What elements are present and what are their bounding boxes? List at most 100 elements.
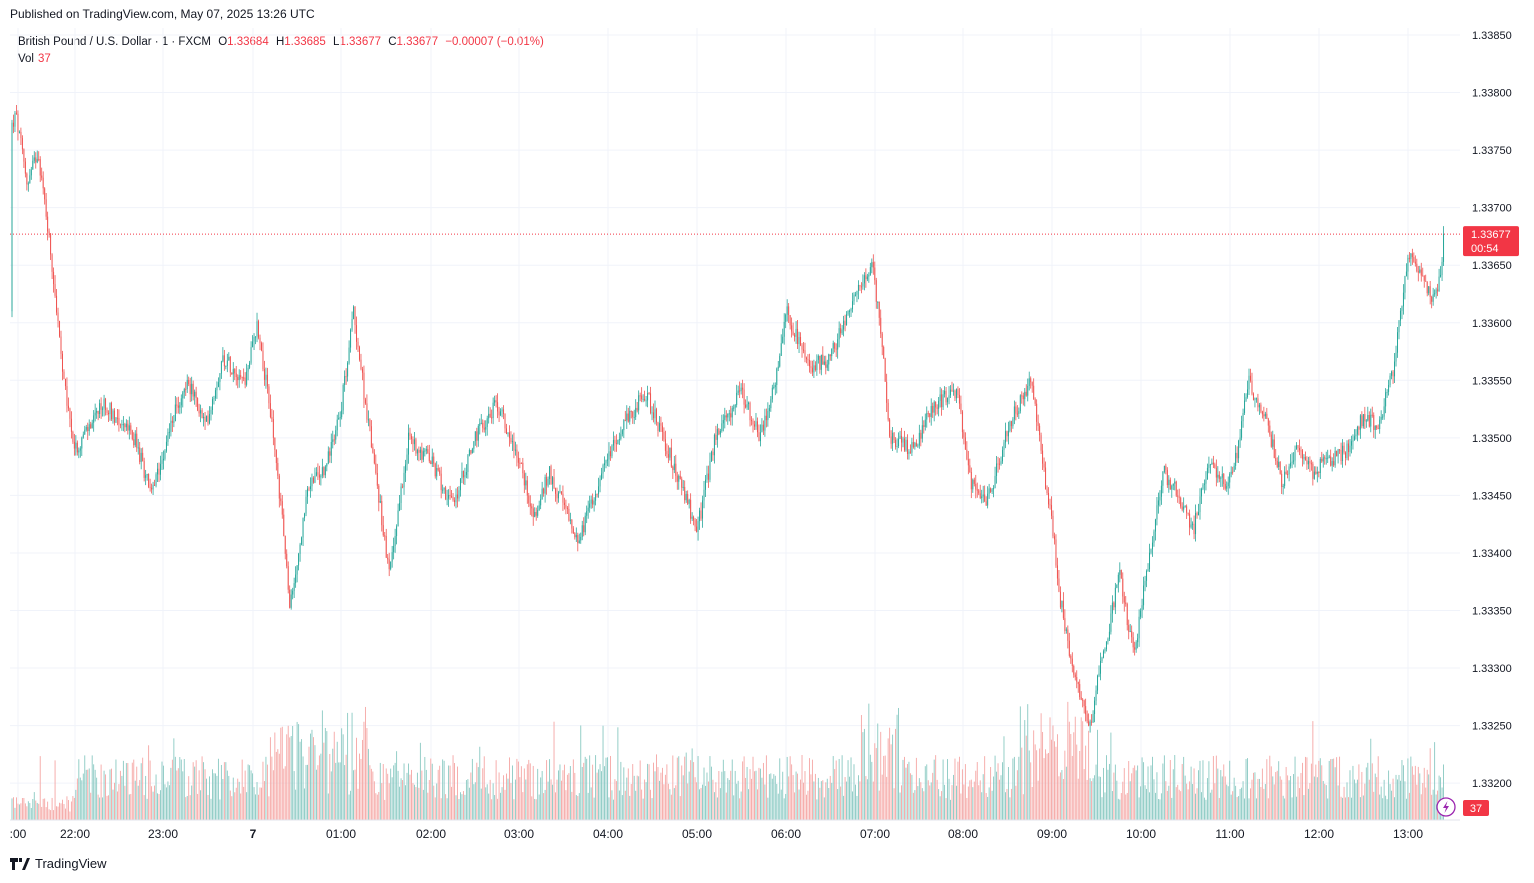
candle-body — [556, 493, 558, 499]
volume-bar — [929, 785, 931, 820]
time-tick-label: 12:00 — [1304, 827, 1334, 841]
volume-bar — [905, 767, 907, 820]
time-tick-label: 04:00 — [593, 827, 623, 841]
volume-bar — [1171, 797, 1173, 820]
candle-body — [1137, 638, 1139, 643]
candle-body — [1414, 261, 1416, 264]
candle-body — [1322, 457, 1324, 462]
volume-bar — [1422, 783, 1424, 820]
candle-body — [1007, 430, 1009, 437]
candle-body — [1257, 398, 1259, 408]
volume-bar — [1438, 775, 1440, 820]
volume-bar — [1313, 776, 1315, 820]
volume-bar — [528, 759, 530, 820]
volume-bar — [978, 785, 980, 820]
volume-bar — [33, 792, 35, 820]
volume-bar — [1303, 795, 1305, 820]
volume-bar — [615, 781, 617, 820]
candle-body — [1117, 574, 1119, 585]
candle-body — [492, 402, 494, 418]
candle-body — [584, 515, 586, 533]
candle-body — [941, 394, 943, 408]
volume-bar — [878, 790, 880, 820]
volume-bar — [338, 762, 340, 820]
candle-body — [381, 501, 383, 526]
candle-body — [638, 395, 640, 411]
volume-bar — [413, 784, 415, 820]
volume-bar — [1432, 789, 1434, 820]
volume-bar — [687, 783, 689, 820]
volume-bar — [256, 782, 258, 820]
volume-bar — [53, 810, 55, 820]
candle-body — [162, 458, 164, 461]
volume-bar — [1279, 776, 1281, 820]
candle-body — [351, 319, 353, 330]
candle-body — [670, 447, 672, 467]
volume-bar — [958, 756, 960, 820]
volume-bar — [238, 781, 240, 820]
candle-body — [908, 451, 910, 454]
candle-body — [293, 583, 295, 591]
volume-bar — [914, 790, 916, 820]
volume-bar — [1037, 780, 1039, 820]
candle-body — [580, 536, 582, 541]
candle-body — [56, 295, 58, 313]
price-axis[interactable]: 1.338501.338001.337501.337001.336501.336… — [1472, 30, 1512, 790]
candle-body — [1001, 449, 1003, 462]
candle-body — [889, 419, 891, 437]
volume-bar — [785, 793, 787, 820]
volume-bar — [1386, 799, 1388, 820]
volume-bar — [13, 797, 14, 820]
volume-bar — [961, 769, 963, 820]
candle-body — [229, 356, 231, 373]
candle-body — [1432, 294, 1434, 302]
candle-body — [933, 401, 935, 413]
volume-bar — [271, 756, 273, 820]
volume-bar — [1125, 794, 1127, 820]
volume-bar — [1135, 770, 1137, 820]
candle-body — [363, 372, 365, 400]
candle-body — [944, 390, 946, 395]
volume-bar — [795, 771, 797, 820]
volume-bar — [1082, 721, 1084, 820]
volume-bar — [1383, 779, 1385, 820]
candle-body — [1111, 602, 1113, 614]
candle-body — [358, 346, 360, 360]
time-axis[interactable]: :00 22:00 23:00 7 01:00 02:00 03:00 04:00 05:00 0… — [10, 819, 1460, 841]
volume-bar — [145, 775, 147, 820]
volume-bar — [1324, 783, 1326, 820]
tradingview-logo[interactable]: TradingView — [10, 856, 107, 871]
volume-bar — [1434, 742, 1436, 820]
volume-bar — [642, 798, 644, 820]
volume-bar — [185, 797, 187, 820]
candle-body — [1380, 416, 1382, 420]
candle-body — [312, 477, 314, 483]
volume-bar — [1040, 713, 1042, 820]
volume-bar — [250, 770, 252, 820]
candle-body — [167, 432, 169, 442]
candle-body — [724, 415, 726, 421]
volume-bar — [102, 797, 104, 820]
candle-body — [323, 467, 325, 476]
volume-bar — [284, 766, 286, 820]
volume-bar — [485, 787, 487, 820]
candle-body — [996, 463, 998, 476]
candle-body — [1334, 450, 1336, 466]
candle-body — [641, 395, 643, 400]
volume-bar — [877, 723, 879, 820]
candle-body — [739, 390, 741, 392]
candle-body — [292, 590, 294, 595]
candle-body — [1420, 269, 1422, 276]
candle-body — [1336, 450, 1338, 457]
candle-body — [770, 399, 772, 409]
candle-body — [754, 424, 755, 427]
candle-body — [1429, 286, 1431, 297]
volume-bar — [464, 794, 466, 820]
volume-label[interactable]: Vol — [18, 53, 34, 65]
candle-body — [425, 449, 427, 451]
volume-bar — [751, 778, 752, 820]
volume-bar — [1364, 783, 1366, 820]
volume-bar — [1334, 767, 1336, 820]
